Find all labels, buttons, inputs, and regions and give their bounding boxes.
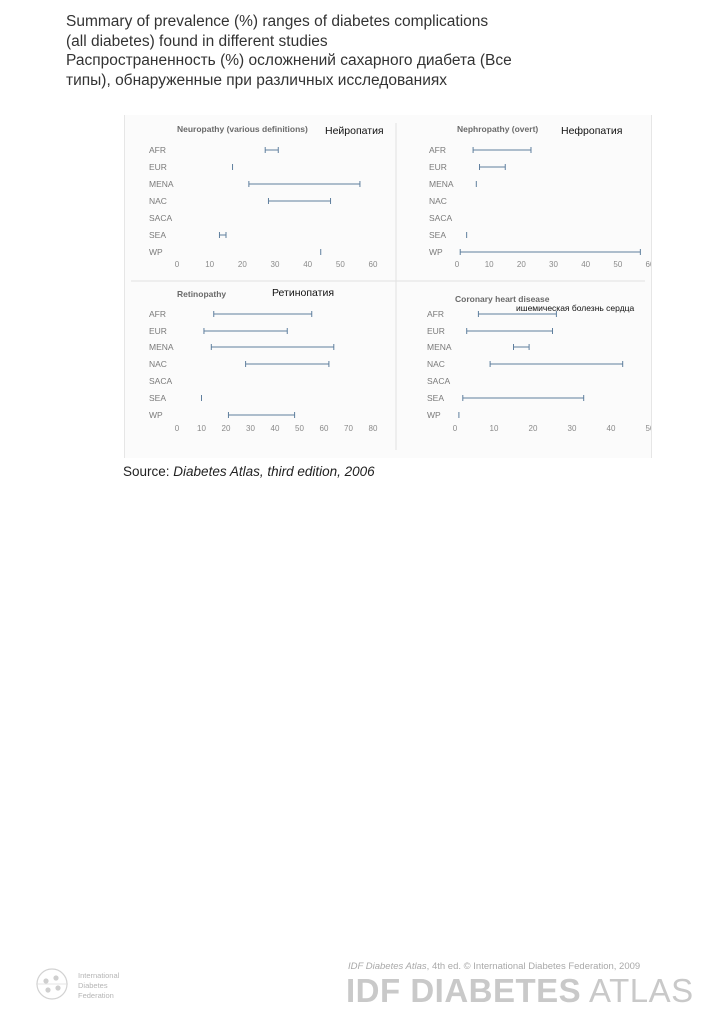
slide-title: Summary of prevalence (%) ranges of diab… <box>66 12 686 90</box>
x-tick-label: 20 <box>529 424 538 433</box>
category-label: SACA <box>429 213 452 223</box>
org-line: Diabetes <box>78 981 108 990</box>
x-tick-label: 70 <box>344 424 353 433</box>
category-label: WP <box>149 410 163 420</box>
category-label: WP <box>429 247 443 257</box>
x-tick-label: 20 <box>517 260 526 269</box>
x-tick-label: 0 <box>455 260 460 269</box>
category-label: WP <box>149 247 163 257</box>
title-line-3: Распространенность (%) осложнений сахарн… <box>66 52 512 69</box>
panel-annotation: ишемическая болезнь сердца <box>516 303 635 313</box>
category-label: MENA <box>429 179 454 189</box>
x-tick-label: 10 <box>490 424 499 433</box>
category-label: MENA <box>149 342 174 352</box>
category-label: SACA <box>149 376 172 386</box>
x-tick-label: 40 <box>607 424 616 433</box>
org-line: International <box>78 971 120 980</box>
org-name: International Diabetes Federation <box>78 971 138 1001</box>
x-tick-label: 30 <box>246 424 255 433</box>
title-line-1: Summary of prevalence (%) ranges of diab… <box>66 13 489 30</box>
x-tick-label: 60 <box>320 424 329 433</box>
panel-title: Retinopathy <box>177 289 226 299</box>
panel-annotation: Нефропатия <box>561 125 622 137</box>
atlas-caption: IDF Diabetes Atlas, 4th ed. © Internatio… <box>348 961 640 972</box>
source-label: Source: <box>123 464 170 479</box>
x-tick-label: 30 <box>549 260 558 269</box>
category-label: EUR <box>149 162 167 172</box>
x-tick-label: 10 <box>197 424 206 433</box>
x-tick-label: 30 <box>271 260 280 269</box>
x-tick-label: 10 <box>205 260 214 269</box>
category-label: AFR <box>429 145 446 155</box>
x-tick-label: 60 <box>369 260 378 269</box>
category-label: AFR <box>149 309 166 319</box>
title-line-4: типы), обнаруженные при различных исслед… <box>66 71 447 89</box>
category-label: NAC <box>427 359 445 369</box>
category-label: SACA <box>427 376 450 386</box>
x-tick-label: 10 <box>485 260 494 269</box>
x-tick-label: 30 <box>568 424 577 433</box>
idf-logo-icon <box>36 968 68 1000</box>
x-tick-label: 20 <box>222 424 231 433</box>
footer: International Diabetes Federation IDF Di… <box>0 478 720 1009</box>
category-label: EUR <box>149 326 167 336</box>
atlas-caption-rest: , 4th ed. © International Diabetes Feder… <box>426 961 641 972</box>
category-label: EUR <box>429 162 447 172</box>
panel-title: Nephropathy (overt) <box>457 124 538 134</box>
panel-annotation: Ретинопатия <box>272 287 334 299</box>
x-tick-label: 40 <box>271 424 280 433</box>
category-label: SEA <box>149 393 166 403</box>
x-tick-label: 50 <box>613 260 622 269</box>
x-tick-label: 80 <box>369 424 378 433</box>
panel-title: Neuropathy (various definitions) <box>177 124 308 134</box>
category-label: NAC <box>149 196 167 206</box>
category-label: AFR <box>427 309 444 319</box>
atlas-brand-bold: IDF DIABETES <box>346 972 582 1009</box>
org-line: Federation <box>78 991 114 1000</box>
range-charts: Neuropathy (various definitions) Нейропат… <box>131 123 651 450</box>
x-tick-label: 40 <box>303 260 312 269</box>
panel-annotation: Нейропатия <box>325 125 384 137</box>
category-label: EUR <box>427 326 445 336</box>
x-tick-label: 60 <box>646 260 651 269</box>
x-tick-label: 0 <box>453 424 458 433</box>
x-tick-label: 50 <box>336 260 345 269</box>
category-label: MENA <box>149 179 174 189</box>
atlas-brand: IDF DIABETES ATLAS <box>346 972 694 1010</box>
x-tick-label: 50 <box>646 424 651 433</box>
panel-title: Coronary heart disease <box>455 294 550 304</box>
x-tick-label: 20 <box>238 260 247 269</box>
x-tick-label: 0 <box>175 424 180 433</box>
category-label: WP <box>427 410 441 420</box>
atlas-caption-title: IDF Diabetes Atlas <box>348 961 427 972</box>
x-tick-label: 50 <box>295 424 304 433</box>
complications-figure: Neuropathy (various definitions) Нейропат… <box>124 115 652 458</box>
category-label: AFR <box>149 145 166 155</box>
title-line-2: (all diabetes) found in different studie… <box>66 32 328 50</box>
atlas-brand-light: ATLAS <box>581 972 694 1009</box>
category-label: MENA <box>427 342 452 352</box>
x-tick-label: 40 <box>581 260 590 269</box>
source-note: Source: Diabetes Atlas, third edition, 2… <box>123 464 375 479</box>
category-label: NAC <box>149 359 167 369</box>
category-label: SEA <box>149 230 166 240</box>
category-label: NAC <box>429 196 447 206</box>
category-label: SEA <box>429 230 446 240</box>
x-tick-label: 0 <box>175 260 180 269</box>
source-text: Diabetes Atlas, third edition, 2006 <box>173 464 375 479</box>
category-label: SEA <box>427 393 444 403</box>
category-label: SACA <box>149 213 172 223</box>
